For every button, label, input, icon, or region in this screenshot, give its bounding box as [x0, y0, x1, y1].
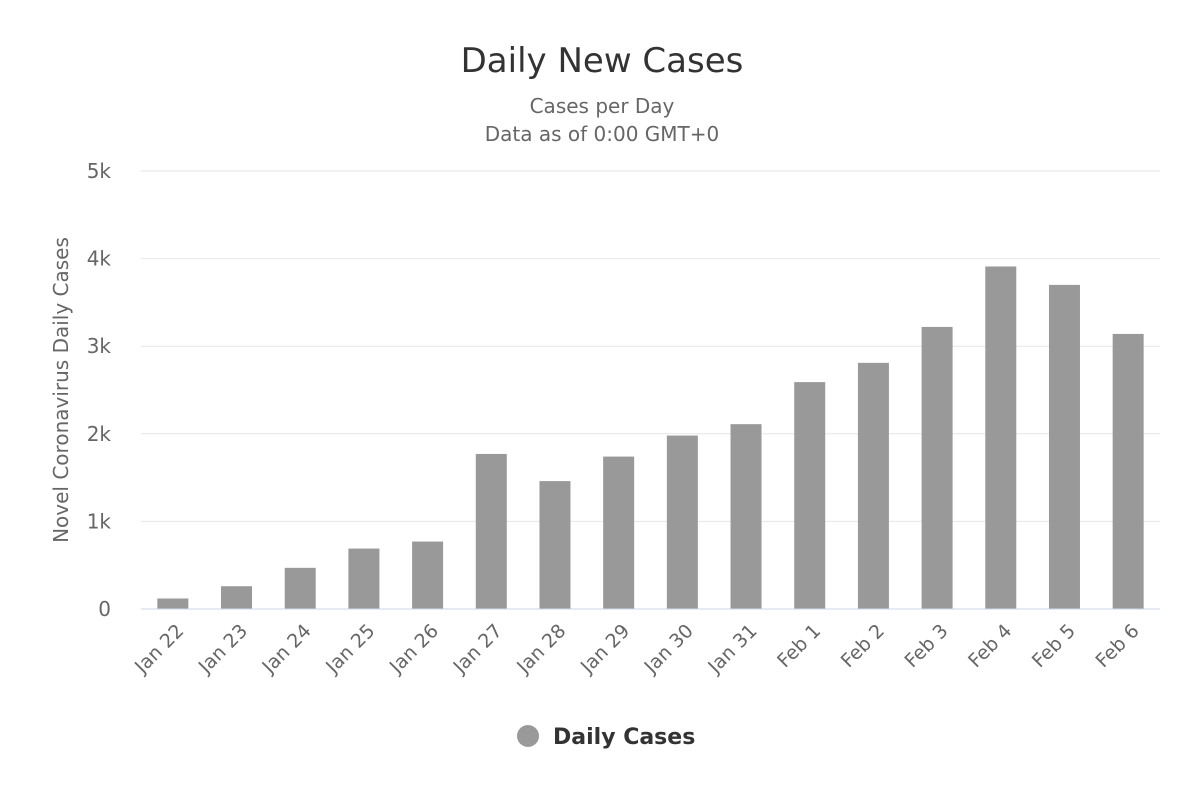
bar[interactable] [666, 435, 698, 609]
x-tick-label: Feb 6 [1092, 620, 1144, 672]
bar[interactable] [730, 424, 762, 609]
bar[interactable] [985, 266, 1017, 609]
bar[interactable] [539, 481, 571, 609]
x-tick-label: Jan 26 [385, 620, 443, 678]
x-tick-label: Jan 28 [512, 620, 570, 678]
x-tick-label: Jan 31 [703, 620, 761, 678]
x-tick-label: Jan 27 [448, 620, 506, 678]
x-tick-label: Jan 29 [576, 620, 634, 678]
x-axis-ticks: Jan 22 Jan 23 Jan 24 Jan 25 Jan 26 Jan 27 Jan … [130, 620, 1144, 678]
chart-subtitle-line-2: Data as of 0:00 GMT+0 [485, 122, 720, 146]
bars [157, 266, 1144, 609]
bar[interactable] [221, 586, 253, 609]
y-tick-label: 5k [87, 159, 112, 183]
bar[interactable] [475, 453, 507, 609]
y-tick-label: 3k [87, 334, 112, 358]
bar[interactable] [794, 382, 826, 609]
x-tick-label: Feb 4 [964, 620, 1016, 672]
bar[interactable] [1112, 333, 1144, 609]
chart-subtitle-line-1: Cases per Day [530, 94, 675, 118]
legend-label: Daily Cases [553, 725, 695, 750]
y-tick-label: 0 [98, 597, 111, 621]
bar[interactable] [603, 456, 635, 609]
x-tick-label: Jan 25 [321, 620, 379, 678]
x-tick-label: Feb 5 [1028, 620, 1080, 672]
bar[interactable] [348, 548, 380, 609]
chart-title: Daily New Cases [461, 41, 744, 81]
x-tick-label: Feb 2 [837, 620, 889, 672]
x-tick-label: Jan 23 [194, 620, 252, 678]
x-tick-label: Jan 22 [130, 620, 188, 678]
bar[interactable] [157, 598, 189, 609]
x-tick-label: Jan 24 [257, 620, 315, 678]
y-tick-label: 4k [87, 247, 112, 271]
bar[interactable] [412, 541, 444, 609]
legend-marker [517, 725, 539, 747]
bar[interactable] [1048, 284, 1080, 609]
y-axis-ticks: 0 1k 2k 3k 4k 5k [87, 159, 112, 621]
bar[interactable] [284, 567, 316, 609]
x-tick-label: Jan 30 [640, 620, 698, 678]
y-tick-label: 2k [87, 422, 112, 446]
x-tick-label: Feb 3 [900, 620, 952, 672]
legend[interactable]: Daily Cases [517, 725, 695, 750]
bar[interactable] [857, 362, 889, 609]
bar[interactable] [921, 326, 953, 609]
y-axis-label: Novel Coronavirus Daily Cases [49, 237, 73, 543]
y-tick-label: 1k [87, 509, 112, 533]
x-tick-label: Feb 1 [773, 620, 825, 672]
